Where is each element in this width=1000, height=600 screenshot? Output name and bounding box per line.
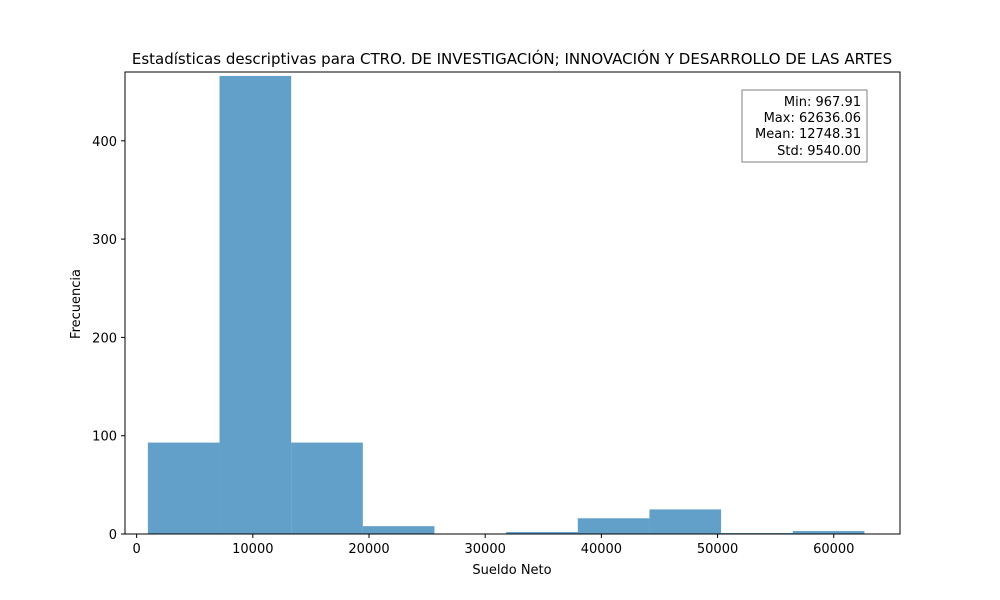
histogram-bar <box>649 509 722 534</box>
histogram-bar <box>362 526 435 534</box>
stats-box-frame <box>741 89 868 163</box>
plot-frame <box>124 71 901 535</box>
x-tick-label: 10000 <box>232 542 273 557</box>
x-tick-label: 0 <box>132 542 140 557</box>
y-axis-label: Frecuencia <box>69 269 84 339</box>
histogram-bar <box>147 442 220 534</box>
y-tick-label: 400 <box>92 135 117 150</box>
x-tick-label: 30000 <box>465 542 506 557</box>
stats-mean: Mean: 12748.31 <box>755 127 861 142</box>
stats-min: Min: 967.91 <box>784 95 861 110</box>
y-tick-label: 0 <box>109 528 117 543</box>
x-tick-label: 40000 <box>581 542 622 557</box>
histogram-bar <box>577 518 650 534</box>
histogram-bar <box>291 442 363 534</box>
x-axis-label: Sueldo Neto <box>472 563 551 578</box>
histogram-bar <box>219 75 292 534</box>
histogram-bar <box>506 532 578 534</box>
x-tick-label: 50000 <box>697 542 738 557</box>
x-axis-ticks: 0 10000 20000 30000 40000 50000 60000 <box>132 534 854 557</box>
y-axis-ticks: 0 100 200 300 400 <box>92 135 125 543</box>
x-tick-label: 60000 <box>813 542 854 557</box>
bars-group <box>147 75 865 534</box>
stats-max: Max: 62636.06 <box>764 111 861 126</box>
y-tick-label: 200 <box>92 331 117 346</box>
histogram-bar <box>792 531 865 534</box>
x-tick-label: 20000 <box>348 542 389 557</box>
chart-title: Estadísticas descriptivas para CTRO. DE … <box>132 49 892 68</box>
stats-std: Std: 9540.00 <box>777 144 861 159</box>
stats-box: Min: 967.91 Max: 62636.06 Mean: 12748.31… <box>741 89 868 163</box>
y-tick-label: 300 <box>92 233 117 248</box>
y-tick-label: 100 <box>92 430 117 445</box>
